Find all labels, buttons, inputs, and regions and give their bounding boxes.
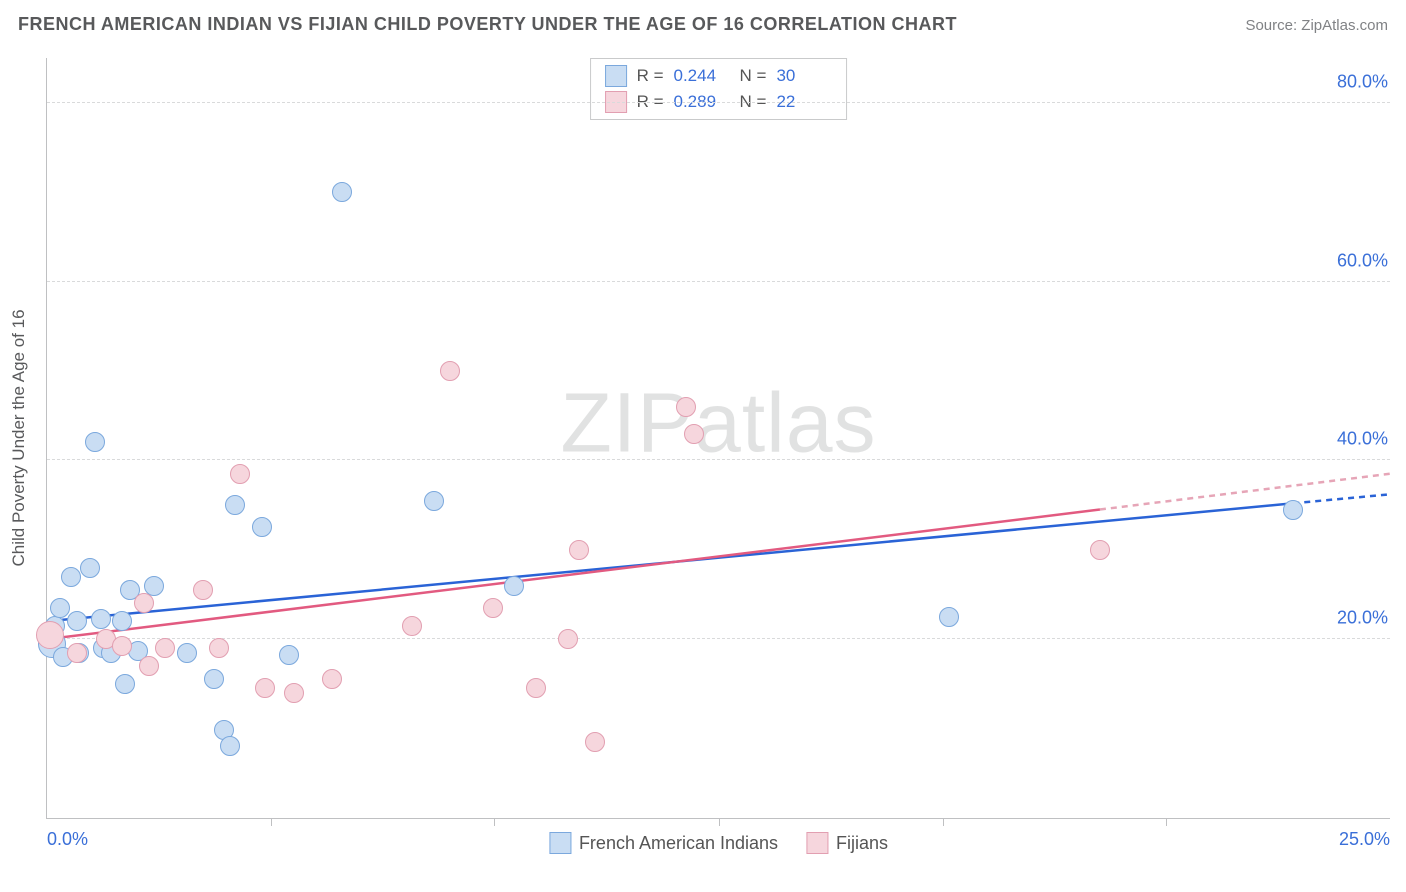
stat-value: 30 (776, 66, 832, 86)
data-point (676, 397, 696, 417)
y-tick-label: 40.0% (1333, 429, 1392, 450)
series-legend: French American Indians Fijians (549, 832, 888, 854)
data-point (67, 611, 87, 631)
y-tick-label: 80.0% (1333, 71, 1392, 92)
data-point (440, 361, 460, 381)
data-point (139, 656, 159, 676)
gridline (47, 459, 1390, 460)
data-point (91, 609, 111, 629)
legend-item-series-a: French American Indians (549, 832, 778, 854)
data-point (322, 669, 342, 689)
data-point (144, 576, 164, 596)
data-point (220, 736, 240, 756)
data-point (483, 598, 503, 618)
gridline (47, 281, 1390, 282)
swatch-icon (806, 832, 828, 854)
y-tick-label: 20.0% (1333, 608, 1392, 629)
trend-line (1293, 494, 1390, 503)
x-tick (494, 818, 495, 826)
data-point (61, 567, 81, 587)
stat-value: 0.244 (674, 66, 730, 86)
data-point (939, 607, 959, 627)
x-tick (1166, 818, 1167, 826)
data-point (80, 558, 100, 578)
y-axis-label: Child Poverty Under the Age of 16 (9, 309, 29, 566)
legend-label: French American Indians (579, 833, 778, 854)
stat-label: N = (740, 66, 767, 86)
data-point (1090, 540, 1110, 560)
data-point (225, 495, 245, 515)
trend-lines (47, 58, 1390, 818)
data-point (230, 464, 250, 484)
data-point (115, 674, 135, 694)
trend-line (1100, 474, 1390, 510)
data-point (134, 593, 154, 613)
data-point (504, 576, 524, 596)
x-tick (943, 818, 944, 826)
data-point (585, 732, 605, 752)
x-tick (271, 818, 272, 826)
data-point (112, 611, 132, 631)
data-point (684, 424, 704, 444)
data-point (402, 616, 422, 636)
watermark: ZIPatlas (560, 374, 876, 471)
data-point (112, 636, 132, 656)
legend-label: Fijians (836, 833, 888, 854)
data-point (558, 629, 578, 649)
data-point (36, 621, 64, 649)
data-point (332, 182, 352, 202)
data-point (193, 580, 213, 600)
stat-label: R = (637, 66, 664, 86)
stats-legend: R = 0.244 N = 30 R = 0.289 N = 22 (590, 58, 848, 120)
data-point (209, 638, 229, 658)
y-tick-label: 60.0% (1333, 250, 1392, 271)
x-tick-label: 25.0% (1339, 829, 1390, 850)
scatter-plot: Child Poverty Under the Age of 16 ZIPatl… (46, 58, 1390, 819)
data-point (569, 540, 589, 560)
gridline (47, 102, 1390, 103)
gridline (47, 638, 1390, 639)
data-point (279, 645, 299, 665)
x-tick-label: 0.0% (47, 829, 88, 850)
legend-item-series-b: Fijians (806, 832, 888, 854)
legend-row-series-a: R = 0.244 N = 30 (605, 63, 833, 89)
data-point (177, 643, 197, 663)
source-label: Source: ZipAtlas.com (1245, 17, 1388, 34)
x-tick (719, 818, 720, 826)
data-point (155, 638, 175, 658)
data-point (424, 491, 444, 511)
data-point (1283, 500, 1303, 520)
data-point (526, 678, 546, 698)
trend-line (47, 503, 1293, 621)
data-point (252, 517, 272, 537)
swatch-icon (605, 65, 627, 87)
data-point (85, 432, 105, 452)
data-point (67, 643, 87, 663)
data-point (204, 669, 224, 689)
data-point (255, 678, 275, 698)
chart-title: FRENCH AMERICAN INDIAN VS FIJIAN CHILD P… (18, 14, 957, 35)
data-point (284, 683, 304, 703)
swatch-icon (549, 832, 571, 854)
